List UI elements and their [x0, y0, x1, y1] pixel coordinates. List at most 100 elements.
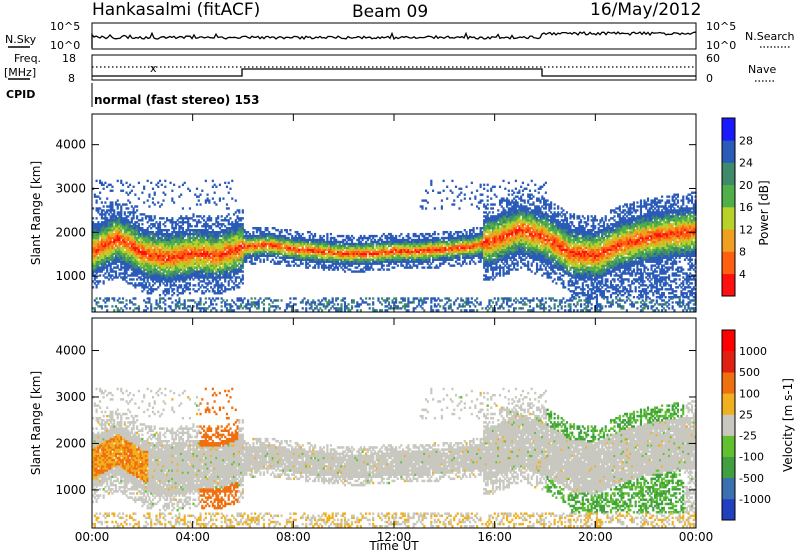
power-cell	[125, 299, 127, 301]
power-cell	[168, 229, 170, 231]
power-cell	[296, 309, 298, 311]
power-cell	[208, 290, 210, 292]
power-cell	[259, 227, 261, 229]
power-cell	[205, 297, 207, 299]
power-cell	[162, 217, 164, 219]
power-cell	[180, 284, 182, 286]
power-cell	[171, 197, 173, 199]
power-cell	[148, 194, 150, 196]
power-cell	[337, 297, 339, 299]
power-cell	[208, 199, 210, 201]
power-cell	[120, 180, 122, 182]
power-cell	[280, 229, 282, 231]
power-cell	[337, 303, 339, 305]
power-cell	[192, 213, 194, 215]
power-cell	[277, 299, 279, 301]
power-cell	[332, 297, 334, 299]
power-cell	[344, 301, 346, 303]
power-cell	[194, 284, 196, 286]
power-cell	[321, 309, 323, 311]
power-cell	[212, 303, 214, 305]
power-cell	[122, 301, 124, 303]
power-cell	[171, 301, 173, 303]
power-cell	[430, 180, 432, 182]
power-cell	[259, 259, 261, 261]
power-cell	[162, 199, 164, 201]
power-cell	[199, 203, 201, 205]
freq-label: Freq.	[14, 52, 41, 65]
power-cell	[189, 288, 191, 290]
power-cell	[443, 180, 445, 182]
power-cell	[161, 307, 163, 309]
power-cell	[381, 303, 383, 305]
power-cell	[199, 194, 201, 196]
power-cell	[125, 182, 127, 184]
power-cell	[235, 199, 237, 201]
power-cell	[434, 231, 436, 233]
power-cell	[161, 184, 163, 186]
power-cell	[97, 301, 99, 303]
power-cell	[289, 301, 291, 303]
power-cell	[314, 233, 316, 235]
power-cell	[228, 182, 230, 184]
power-cell	[189, 190, 191, 192]
power-cell	[212, 197, 214, 199]
power-cell	[377, 297, 379, 299]
power-cell	[242, 217, 244, 219]
nsearch-label: N.Search	[745, 30, 795, 43]
power-cell	[251, 297, 253, 299]
nsearch-tick-bottom: 10^0	[706, 39, 736, 52]
station-title: Hankasalmi (fitACF)	[92, 0, 260, 20]
power-cell	[376, 235, 378, 237]
power-cell	[372, 297, 374, 299]
power-cell	[155, 299, 157, 301]
power-cell	[229, 188, 231, 190]
power-cell	[407, 233, 409, 235]
power-cell	[148, 297, 150, 299]
power-cell	[388, 301, 390, 303]
power-cell	[295, 303, 297, 305]
power-cell	[443, 190, 445, 192]
power-cell	[221, 305, 223, 307]
power-cell	[226, 186, 228, 188]
power-cell	[233, 309, 235, 311]
power-cell	[173, 292, 175, 294]
power-cell	[295, 297, 297, 299]
power-cell	[201, 190, 203, 192]
power-cell	[150, 303, 152, 305]
power-cell	[106, 305, 108, 307]
power-cell	[325, 297, 327, 299]
power-cell	[432, 190, 434, 192]
power-cell	[395, 235, 397, 237]
power-cell	[231, 180, 233, 182]
power-cell	[99, 192, 101, 194]
power-cell	[187, 309, 189, 311]
freq-tick-top: 18	[62, 52, 76, 65]
power-cell	[148, 282, 150, 284]
power-cell	[326, 233, 328, 235]
power-cell	[423, 266, 425, 268]
power-cell	[124, 211, 126, 213]
power-cell	[99, 197, 101, 199]
power-cell	[161, 203, 163, 205]
power-cell	[136, 215, 138, 217]
power-cell	[238, 286, 240, 288]
power-cell	[133, 278, 135, 280]
power-cell	[141, 223, 143, 225]
power-panel: 1000200030004000 Slant Range [km] 481216…	[29, 114, 771, 312]
power-cell	[170, 182, 172, 184]
power-cell	[115, 270, 117, 272]
power-cell	[203, 215, 205, 217]
power-cell	[117, 199, 119, 201]
power-cell	[376, 309, 378, 311]
power-cell	[280, 299, 282, 301]
nave-tick-bottom: 0	[706, 72, 713, 85]
power-cell	[353, 299, 355, 301]
power-cell	[229, 217, 231, 219]
power-cell	[369, 297, 371, 299]
power-cell	[407, 297, 409, 299]
power-cell	[404, 297, 406, 299]
power-cell	[441, 199, 443, 201]
power-cell	[427, 297, 429, 299]
power-cell	[263, 259, 265, 261]
